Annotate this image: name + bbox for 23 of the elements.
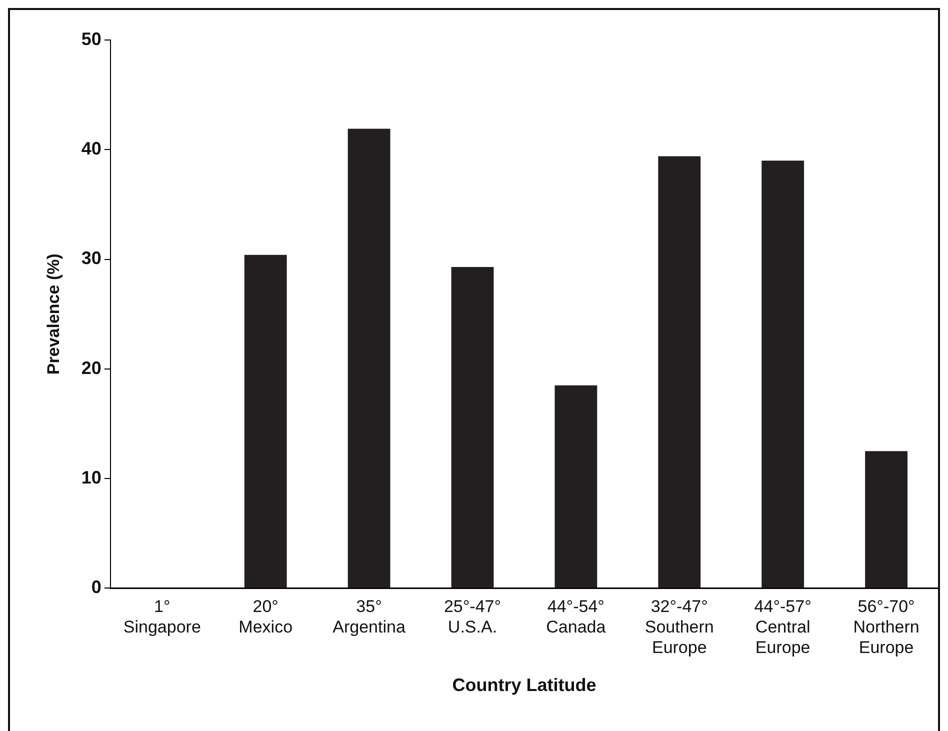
bar — [554, 385, 598, 588]
x-axis-title: Country Latitude — [452, 675, 596, 696]
y-tick-label: 10 — [81, 468, 102, 488]
x-tick-label: 56°-70° Northern Europe — [853, 597, 920, 657]
bar — [658, 156, 701, 588]
x-tick-label: 25°-47° U.S.A. — [444, 597, 502, 636]
bar — [348, 128, 390, 588]
y-tick-label: 30 — [81, 248, 102, 268]
y-tick-label: 40 — [81, 138, 102, 159]
bar — [451, 266, 494, 588]
x-tick-label: 32°-47° Southern Europe — [644, 597, 714, 657]
x-tick-label: 35° Argentina — [332, 597, 406, 636]
x-tick-label: 20° Mexico — [238, 597, 293, 636]
y-tick-label: 50 — [81, 28, 102, 49]
bar — [244, 254, 287, 588]
y-tick-label: 0 — [91, 577, 102, 598]
bar — [762, 160, 804, 588]
x-tick-label: 44°-54° Canada — [546, 597, 606, 636]
x-tick-label: 44°-57° Central Europe — [754, 597, 812, 657]
bar — [865, 451, 908, 588]
y-axis-title: Prevalence (%) — [44, 254, 63, 375]
x-tick-label: 1° Singapore — [123, 597, 201, 636]
y-tick-label: 20 — [81, 358, 102, 378]
